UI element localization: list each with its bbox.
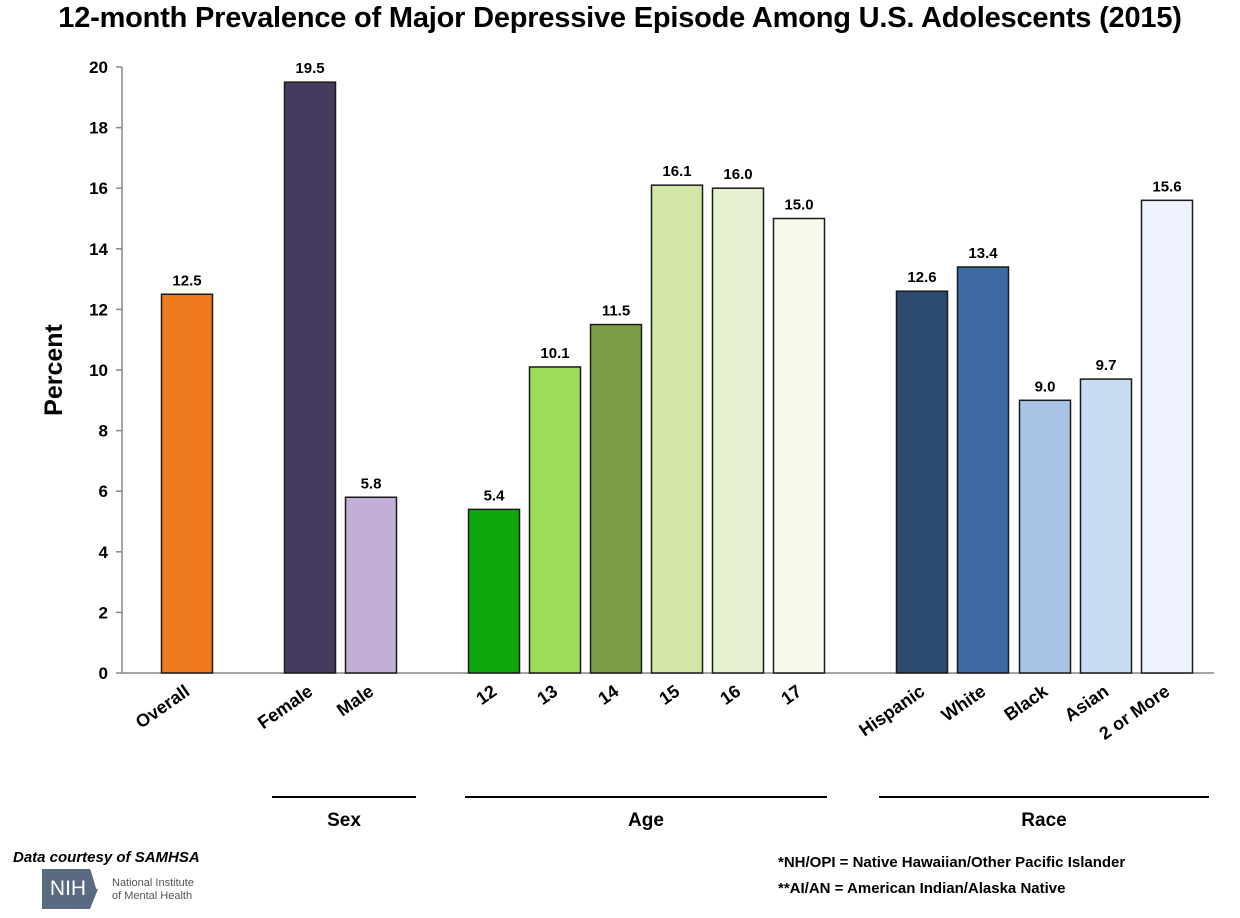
bar-12 xyxy=(467,508,521,674)
data-label: 15.0 xyxy=(784,197,813,214)
nih-name-line2: of Mental Health xyxy=(112,890,193,902)
x-tick-label: 17 xyxy=(777,681,805,709)
nih-logo-name: National Institute of Mental Health xyxy=(112,877,194,903)
bar-15 xyxy=(650,184,704,674)
data-label: 16.0 xyxy=(723,166,752,183)
y-tick-label: 10 xyxy=(89,361,108,380)
data-label: 19.5 xyxy=(295,60,324,77)
y-tick-label: 20 xyxy=(89,58,108,77)
nih-logo: NIH National Institute of Mental Health xyxy=(42,869,262,909)
bar-hispanic xyxy=(895,290,949,674)
data-label: 10.1 xyxy=(540,345,569,362)
x-tick-label: Overall xyxy=(132,681,193,732)
data-label: 13.4 xyxy=(968,245,998,262)
data-label: 9.0 xyxy=(1035,378,1056,395)
x-tick-label: Hispanic xyxy=(855,681,928,740)
y-axis-label: Percent xyxy=(40,323,68,415)
data-label: 12.5 xyxy=(172,272,201,289)
x-tick-label: 14 xyxy=(594,681,622,709)
data-credit: Data courtesy of SAMHSA xyxy=(13,849,200,866)
data-label: 15.6 xyxy=(1152,178,1181,195)
y-tick-label: 0 xyxy=(99,664,108,683)
group-brackets: Sex Age Race xyxy=(272,796,1209,831)
data-label: 16.1 xyxy=(662,163,691,180)
footnote-ai-an: **AI/AN = American Indian/Alaska Native xyxy=(778,880,1066,897)
y-tick-label: 12 xyxy=(89,300,108,319)
x-tick-label: 16 xyxy=(716,681,744,709)
x-tick-label: 15 xyxy=(655,681,683,709)
footnote-nh-opi: *NH/OPI = Native Hawaiian/Other Pacific … xyxy=(778,854,1126,871)
x-tick-label: White xyxy=(938,681,990,725)
group-label: Race xyxy=(1021,810,1066,831)
bar-black xyxy=(1018,399,1072,674)
bar-female xyxy=(283,81,337,674)
y-tick-label: 14 xyxy=(89,240,108,259)
data-label: 9.7 xyxy=(1096,357,1117,374)
data-label: 5.4 xyxy=(484,487,506,504)
bars xyxy=(160,81,1194,674)
x-tick-label: 13 xyxy=(533,681,561,709)
x-tick-label: Male xyxy=(333,681,377,720)
y-tick-label: 8 xyxy=(99,422,108,441)
y-tick-label: 6 xyxy=(99,482,108,501)
bar-overall xyxy=(160,293,214,674)
nih-name-line1: National Institute xyxy=(112,877,194,889)
y-tick-label: 4 xyxy=(99,543,109,562)
data-label: 11.5 xyxy=(602,303,630,320)
footnotes: *NH/OPI = Native Hawaiian/Other Pacific … xyxy=(778,850,1125,902)
x-tick-label: Asian xyxy=(1061,681,1113,726)
data-label: 5.8 xyxy=(361,475,382,492)
data-label: 12.6 xyxy=(907,269,936,286)
bar-16 xyxy=(711,187,765,674)
nih-logo-badge xyxy=(42,869,98,909)
x-tick-label: Female xyxy=(254,681,316,733)
bar-14 xyxy=(589,323,643,674)
x-tick-label: Black xyxy=(1000,680,1052,725)
y-tick-label: 16 xyxy=(89,179,108,198)
bar-17 xyxy=(772,217,826,674)
x-tick-label: 12 xyxy=(472,681,500,709)
y-tick-label: 18 xyxy=(89,119,108,138)
bar-2-or-more xyxy=(1140,199,1194,674)
bar-13 xyxy=(528,366,582,674)
bar-asian xyxy=(1079,378,1133,674)
bar-male xyxy=(344,496,398,674)
bar-white xyxy=(956,266,1010,674)
chart-title: 12-month Prevalence of Major Depressive … xyxy=(58,2,1182,34)
y-tick-label: 2 xyxy=(99,603,108,622)
group-label: Sex xyxy=(327,810,361,831)
group-label: Age xyxy=(628,810,664,831)
nih-logo-text: NIH xyxy=(49,877,87,900)
